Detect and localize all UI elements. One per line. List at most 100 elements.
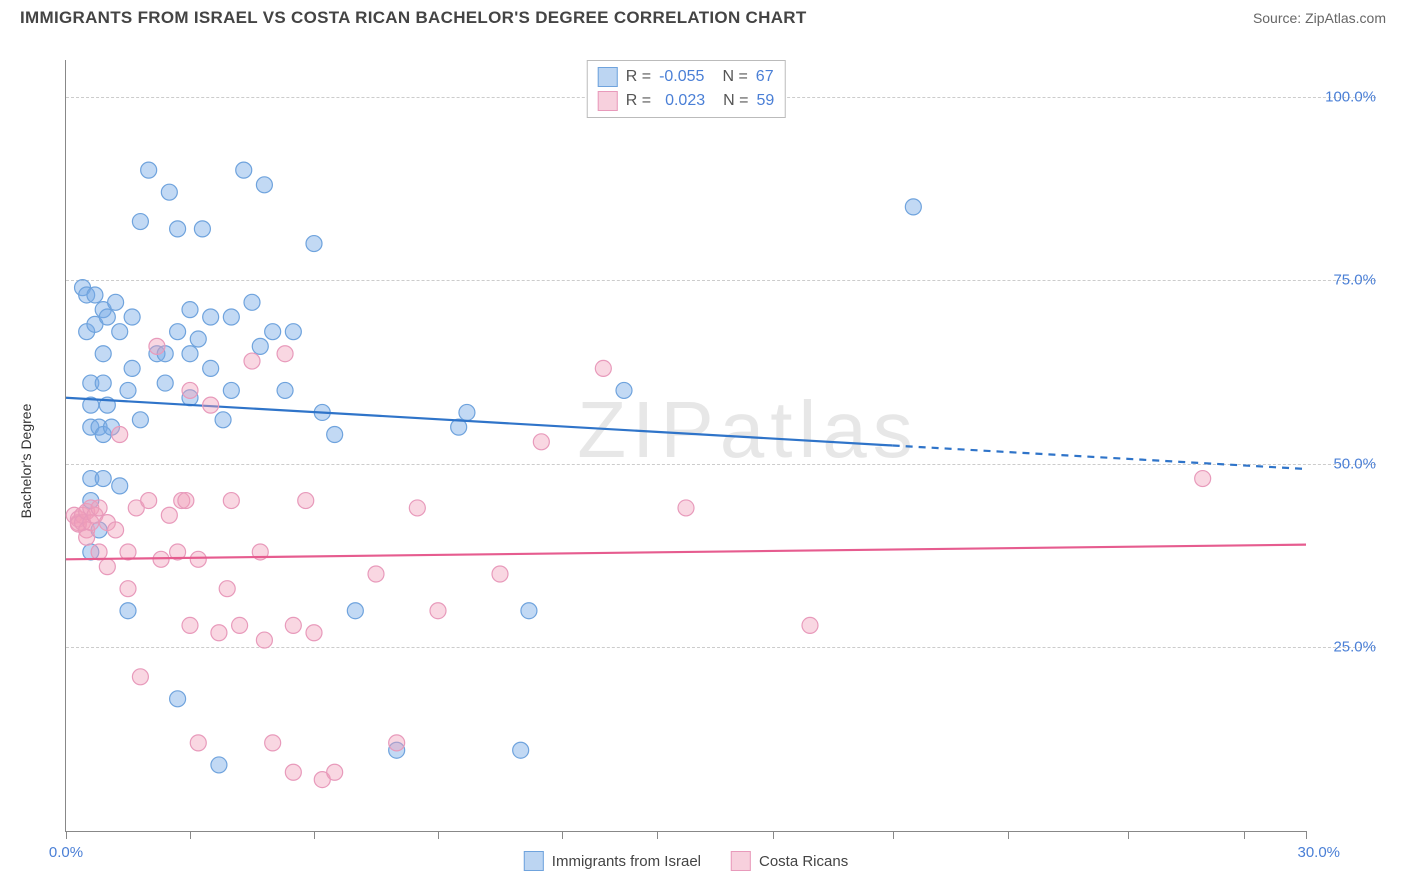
legend-item-1: Immigrants from Israel <box>524 851 701 871</box>
scatter-point <box>252 338 268 354</box>
bottom-legend: Immigrants from Israel Costa Ricans <box>524 851 848 871</box>
x-tick <box>1244 831 1245 839</box>
scatter-point <box>595 360 611 376</box>
scatter-point <box>178 493 194 509</box>
y-tick-label: 50.0% <box>1316 455 1376 472</box>
scatter-point <box>298 493 314 509</box>
y-tick-label: 25.0% <box>1316 639 1376 656</box>
swatch-series2 <box>598 91 618 111</box>
scatter-point <box>306 236 322 252</box>
scatter-point <box>368 566 384 582</box>
scatter-point <box>211 625 227 641</box>
scatter-point <box>161 184 177 200</box>
legend-label-1: Immigrants from Israel <box>552 853 701 870</box>
y-axis-label: Bachelor's Degree <box>18 404 34 519</box>
scatter-point <box>277 346 293 362</box>
scatter-point <box>678 500 694 516</box>
scatter-point <box>132 214 148 230</box>
scatter-point <box>513 742 529 758</box>
scatter-point <box>132 412 148 428</box>
scatter-point <box>95 375 111 391</box>
scatter-point <box>141 162 157 178</box>
scatter-point <box>149 338 165 354</box>
x-tick <box>1306 831 1307 839</box>
scatter-point <box>802 617 818 633</box>
scatter-point <box>203 309 219 325</box>
scatter-point <box>265 324 281 340</box>
scatter-point <box>389 735 405 751</box>
scatter-point <box>124 309 140 325</box>
scatter-point <box>492 566 508 582</box>
scatter-point <box>223 309 239 325</box>
header-bar: IMMIGRANTS FROM ISRAEL VS COSTA RICAN BA… <box>0 0 1406 32</box>
x-tick <box>562 831 563 839</box>
scatter-point <box>141 493 157 509</box>
scatter-point <box>170 324 186 340</box>
scatter-point <box>244 353 260 369</box>
x-tick <box>314 831 315 839</box>
correlation-stats-box: R = -0.055 N = 67 R = 0.023 N = 59 <box>587 60 786 118</box>
scatter-point <box>161 507 177 523</box>
scatter-point <box>215 412 231 428</box>
scatter-point <box>244 294 260 310</box>
scatter-point <box>170 221 186 237</box>
scatter-point <box>132 669 148 685</box>
scatter-point <box>190 551 206 567</box>
scatter-point <box>211 757 227 773</box>
scatter-point <box>91 544 107 560</box>
chart-title: IMMIGRANTS FROM ISRAEL VS COSTA RICAN BA… <box>20 8 807 28</box>
source-link[interactable]: ZipAtlas.com <box>1305 10 1386 26</box>
scatter-point <box>409 500 425 516</box>
scatter-point <box>347 603 363 619</box>
scatter-point <box>190 331 206 347</box>
x-tick <box>1128 831 1129 839</box>
scatter-point <box>256 177 272 193</box>
regression-line-dashed <box>893 446 1306 469</box>
scatter-point <box>120 581 136 597</box>
scatter-point <box>95 471 111 487</box>
scatter-point <box>108 294 124 310</box>
stats-r-label-1: R = <box>626 65 651 89</box>
scatter-point <box>91 500 107 516</box>
scatter-point <box>533 434 549 450</box>
stats-r-value-1: -0.055 <box>659 65 704 89</box>
stats-r-label-2: R = <box>626 89 651 113</box>
scatter-point <box>112 426 128 442</box>
scatter-svg <box>66 60 1306 831</box>
stats-n-label-2: N = <box>723 89 748 113</box>
swatch-series1 <box>598 67 618 87</box>
scatter-point <box>223 382 239 398</box>
stats-row-series2: R = 0.023 N = 59 <box>598 89 775 113</box>
scatter-point <box>219 581 235 597</box>
source-attribution: Source: ZipAtlas.com <box>1253 10 1386 26</box>
legend-label-2: Costa Ricans <box>759 853 848 870</box>
scatter-point <box>430 603 446 619</box>
scatter-point <box>285 324 301 340</box>
scatter-point <box>170 691 186 707</box>
scatter-point <box>124 360 140 376</box>
scatter-point <box>182 382 198 398</box>
x-tick <box>657 831 658 839</box>
x-tick <box>1008 831 1009 839</box>
x-tick <box>66 831 67 839</box>
scatter-point <box>327 426 343 442</box>
scatter-point <box>521 603 537 619</box>
scatter-point <box>459 404 475 420</box>
x-tick-label: 30.0% <box>1297 844 1340 861</box>
scatter-point <box>194 221 210 237</box>
scatter-point <box>182 302 198 318</box>
stats-n-value-1: 67 <box>756 65 774 89</box>
scatter-point <box>108 522 124 538</box>
stats-n-value-2: 59 <box>756 89 774 113</box>
stats-row-series1: R = -0.055 N = 67 <box>598 65 775 89</box>
scatter-point <box>87 287 103 303</box>
scatter-point <box>99 309 115 325</box>
scatter-point <box>120 382 136 398</box>
y-tick-label: 75.0% <box>1316 272 1376 289</box>
stats-n-label-1: N = <box>722 65 747 89</box>
legend-item-2: Costa Ricans <box>731 851 848 871</box>
scatter-point <box>120 603 136 619</box>
scatter-point <box>157 375 173 391</box>
legend-swatch-2 <box>731 851 751 871</box>
chart-container: Bachelor's Degree ZIPatlas R = -0.055 N … <box>20 40 1386 882</box>
